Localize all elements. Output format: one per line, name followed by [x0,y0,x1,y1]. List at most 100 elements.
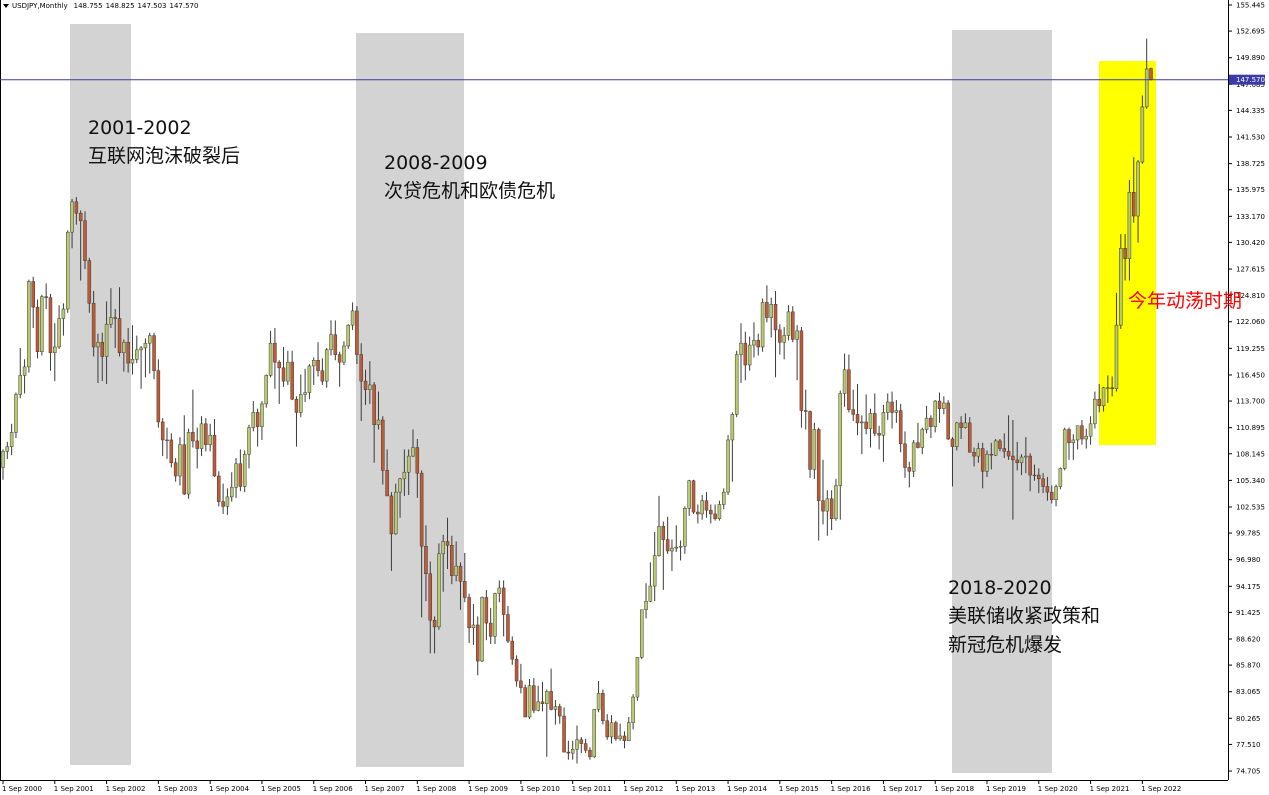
candle-body [519,680,523,688]
x-tick-label: 1 Sep 2000 [2,785,42,793]
y-tick-label: 83.065 [1236,688,1261,696]
y-tick-label: 91.425 [1236,609,1261,617]
candle-body [217,475,221,502]
candle-body [575,739,579,750]
candle-body [911,442,916,472]
candle-body [946,402,950,440]
candle-body [273,342,277,363]
candle-body [480,597,484,662]
candle-body [618,735,622,740]
candle-body [942,402,946,409]
candle-body [1144,68,1149,108]
candle-body [799,330,804,411]
candle-body [57,318,61,348]
candle-body [393,491,398,535]
candle-body [1106,387,1110,389]
candle-body [475,624,480,662]
candle-body [890,401,894,413]
candle-body [1041,478,1045,487]
candle-body [212,434,217,477]
candle-body [441,541,445,555]
candle-body [583,743,588,751]
candle-body [976,448,981,457]
low-value: 147.503 [138,2,167,10]
candle-body [588,749,592,758]
annotation: 互联网泡沫破裂后 [88,145,240,167]
candle-body [929,417,933,427]
candle-body [1119,248,1123,326]
candle-body [894,410,899,413]
candle-body [350,310,355,326]
candle-body [782,335,786,343]
x-tick-label: 1 Sep 2009 [468,785,508,793]
candle-body [497,587,502,594]
candle-body [385,470,389,497]
candle-body [683,508,687,547]
candle-body [532,685,536,711]
candle-body [657,526,661,556]
candle-body [268,342,273,376]
candle-body [415,447,420,474]
candle-body [65,231,70,310]
candle-body [255,412,260,427]
y-tick-label: 133.170 [1236,213,1265,221]
candle-body [989,453,994,456]
candle-body [40,296,44,352]
y-tick-label: 135.975 [1236,186,1265,194]
candle-body [730,414,735,441]
candle-body [644,600,648,611]
candle-body [773,304,778,331]
annotation-highlight: 今年动荡时期 [1128,290,1242,312]
candle-body [445,541,450,546]
candle-body [726,439,730,493]
price-label-bg [1229,74,1265,85]
candle-body [329,334,333,351]
candle-body [614,722,618,740]
candle-body [264,375,269,405]
candle-body [536,701,540,711]
candle-body [1123,248,1127,259]
candle-body [14,394,18,433]
y-tick-label: 85.870 [1236,662,1261,670]
candle-body [950,438,955,447]
candle-body [980,448,985,472]
candle-body [786,311,791,336]
candle-body [1114,324,1119,389]
candle-body [130,359,135,364]
candle-body [484,597,489,624]
candle-body [411,447,415,457]
candle-body [355,310,359,355]
candle-body [1002,448,1007,452]
candle-body [147,335,152,344]
candle-body [96,341,100,348]
candle-body [1088,423,1093,437]
candle-body [488,622,493,637]
candle-body [601,693,605,722]
candle-body [562,715,566,753]
candle-body [419,472,424,547]
candle-body [838,393,843,486]
candle-body [778,329,782,343]
candle-body [523,687,527,718]
candle-body [1028,455,1032,476]
candle-body [557,706,562,717]
candle-body [398,478,402,493]
x-tick-label: 1 Sep 2013 [675,785,715,793]
candle-body [299,394,303,413]
menu-arrow[interactable] [3,4,9,8]
x-tick-label: 1 Sep 2010 [520,785,560,793]
candle-body [61,308,66,319]
candle-body [389,495,394,535]
candle-body [35,306,40,352]
candle-body [9,432,14,447]
candle-body [406,455,411,473]
candle-body [437,553,441,628]
candle-body [70,201,74,233]
candle-body [791,311,795,340]
candle-body [1062,429,1067,469]
candle-body [454,565,458,576]
candle-body [760,302,765,348]
y-tick-label: 77.510 [1236,741,1261,749]
candle-body [139,347,143,351]
candle-body [428,573,433,621]
